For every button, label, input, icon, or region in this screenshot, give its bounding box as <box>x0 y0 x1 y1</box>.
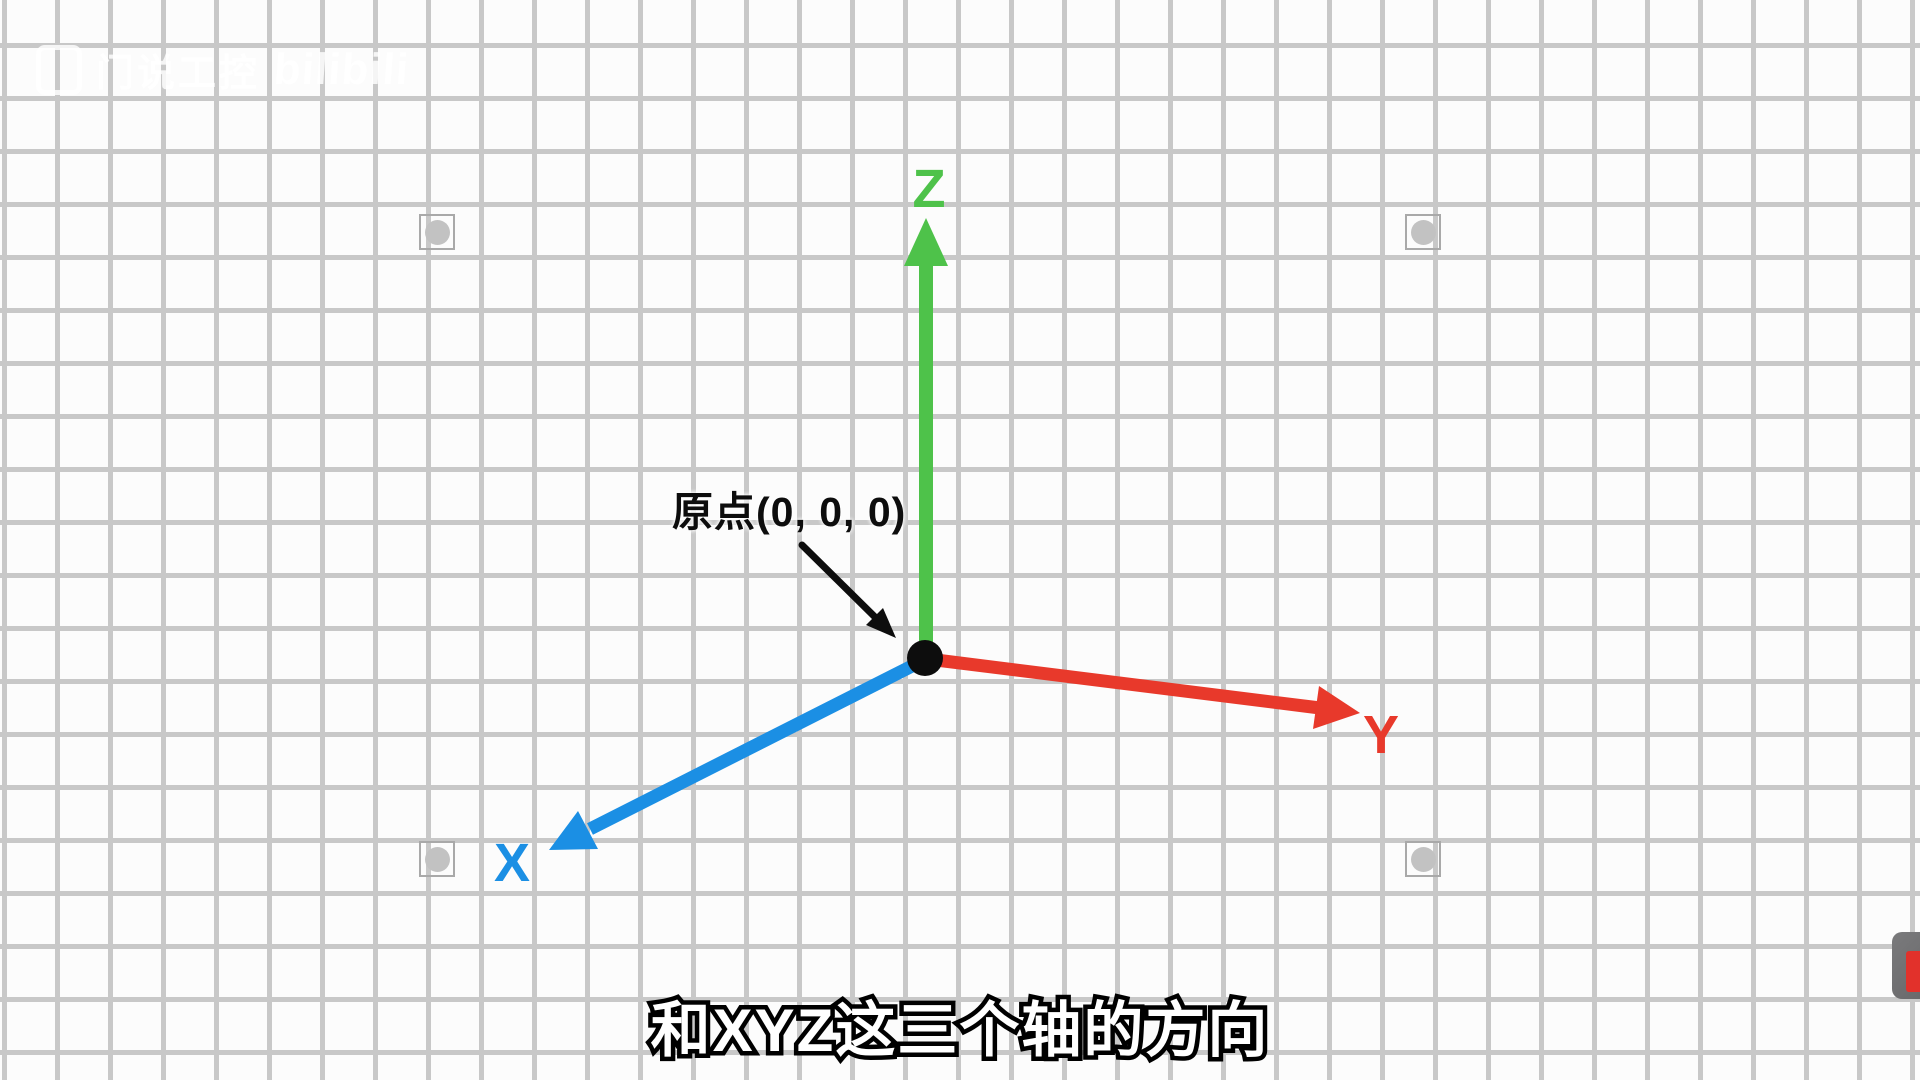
channel-watermark: 门说工控 bilibili <box>36 42 411 97</box>
z-axis-arrow <box>904 218 948 655</box>
corner-widget-red-chip <box>1906 951 1920 992</box>
channel-name: 门说工控 <box>96 53 261 95</box>
video-subtitle: 和XYZ这三个轴的方向 <box>646 993 1272 1068</box>
registration-marker-top-right <box>1405 214 1441 250</box>
channel-logo-icon <box>36 44 82 95</box>
corner-widget <box>1892 932 1920 999</box>
registration-marker-bottom-right <box>1405 841 1441 877</box>
bilibili-logo: bilibili <box>272 44 411 94</box>
origin-label: 原点(0, 0, 0) <box>672 489 907 535</box>
x-axis-arrow <box>549 655 925 850</box>
marker-dot-icon <box>424 846 450 872</box>
marker-dot-icon <box>1410 219 1436 245</box>
registration-marker-bottom-left <box>419 841 455 877</box>
registration-marker-top-left <box>419 214 455 250</box>
z-axis-label: Z <box>912 159 946 219</box>
marker-dot-icon <box>1410 846 1436 872</box>
origin-annotation-arrow <box>798 541 896 638</box>
origin-point-dot <box>907 640 943 676</box>
x-axis-label: X <box>493 833 531 893</box>
marker-dot-icon <box>424 219 450 245</box>
y-axis-label: Y <box>1362 705 1400 765</box>
y-axis-arrow <box>927 652 1360 729</box>
